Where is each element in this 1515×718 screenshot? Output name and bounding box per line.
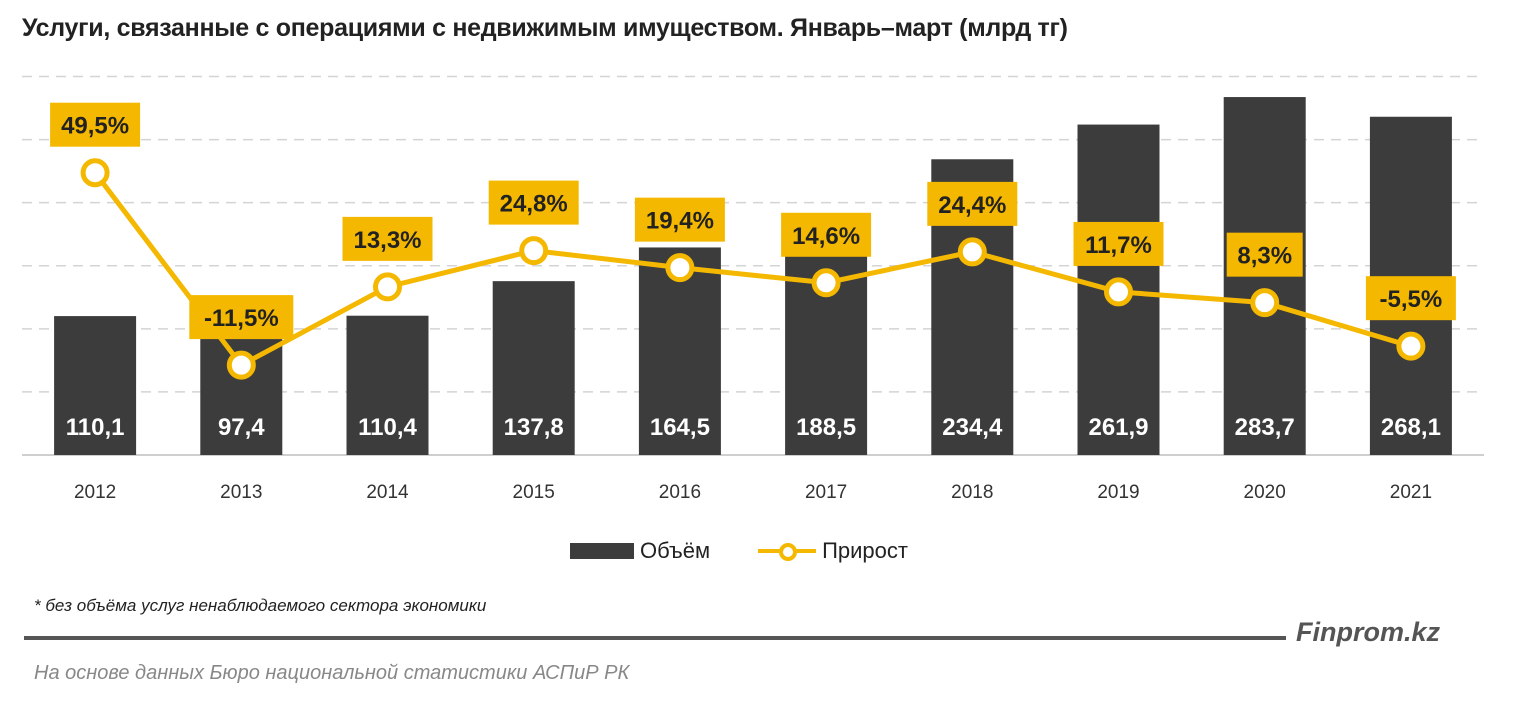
bar-label: 110,1	[66, 414, 125, 441]
x-tick-label: 2019	[1097, 482, 1139, 503]
growth-label-box	[781, 212, 872, 257]
growth-label: 24,4%	[938, 192, 1006, 219]
growth-marker-2016	[665, 253, 695, 283]
growth-marker-2018	[957, 237, 987, 267]
bar-label: 164,5	[650, 414, 710, 441]
x-tick-label: 2014	[366, 482, 409, 503]
chart-title: Услуги, связанные с операциями с недвижи…	[22, 14, 1068, 42]
growth-line	[93, 171, 1412, 368]
growth-label-box	[342, 216, 433, 261]
source-note: На основе данных Бюро национальной стати…	[34, 662, 630, 684]
x-tick-label: 2020	[1244, 482, 1286, 503]
growth-label: 11,7%	[1085, 232, 1152, 259]
growth-marker-2021	[1396, 331, 1426, 361]
growth-marker-2017	[811, 268, 841, 298]
growth-label-box	[1073, 221, 1164, 266]
brand-logo: Finprom.kz	[1296, 617, 1441, 647]
bar-2015	[492, 281, 575, 455]
growth-label-box	[927, 181, 1018, 226]
bar-label: 268,1	[1381, 414, 1441, 441]
x-tick-label: 2013	[220, 482, 262, 503]
bar-label: 261,9	[1088, 414, 1148, 441]
growth-marker-2014	[373, 272, 402, 302]
bar-2012	[54, 316, 137, 455]
growth-marker-2019	[1104, 277, 1133, 307]
legend-line-swatch	[758, 541, 817, 561]
divider	[24, 636, 1286, 640]
growth-label-box	[488, 180, 579, 225]
bar-label: 97,4	[218, 414, 265, 441]
growth-label-box	[1365, 276, 1456, 321]
bar-2017	[785, 217, 868, 455]
growth-label: -5,5%	[1380, 286, 1443, 313]
growth-label-box	[50, 102, 141, 147]
footnote: * без объёма услуг ненаблюдаемого сектор…	[34, 596, 487, 615]
growth-marker-2020	[1250, 288, 1280, 318]
chart-plot: 110,1 2012 97,4 2013 110,4 2014 137,8 2015 164,5…	[22, 75, 1484, 503]
legend-bar-swatch	[570, 543, 634, 559]
growth-marker-2013	[226, 350, 256, 380]
growth-label: 13,3%	[353, 227, 421, 254]
x-tick-label: 2017	[805, 482, 847, 503]
growth-label: 8,3%	[1237, 243, 1292, 270]
x-tick-label: 2018	[951, 482, 993, 503]
growth-marker-2012	[80, 158, 110, 188]
growth-label-box	[634, 197, 725, 242]
growth-label: 19,4%	[646, 208, 714, 235]
growth-label: -11,5%	[204, 305, 279, 332]
bar-2014	[346, 315, 429, 455]
x-tick-label: 2012	[74, 482, 116, 503]
growth-label-box	[189, 295, 294, 340]
x-tick-label: 2021	[1390, 482, 1432, 503]
growth-label: 49,5%	[61, 113, 129, 140]
growth-label-box	[1226, 232, 1303, 277]
bar-label: 110,4	[358, 414, 417, 441]
x-tick-label: 2015	[513, 482, 555, 503]
growth-label: 14,6%	[792, 223, 860, 250]
bar-label: 188,5	[796, 414, 856, 441]
legend-label-volume: Объём	[640, 538, 711, 563]
growth-marker-2015	[519, 236, 549, 266]
bar-label: 234,4	[942, 414, 1003, 441]
legend: Объём Прирост	[570, 538, 908, 564]
bar-label: 137,8	[504, 414, 564, 441]
x-tick-label: 2016	[659, 482, 701, 503]
legend-label-growth: Прирост	[822, 538, 908, 563]
growth-label: 24,8%	[500, 191, 568, 218]
bar-label: 283,7	[1235, 414, 1295, 441]
